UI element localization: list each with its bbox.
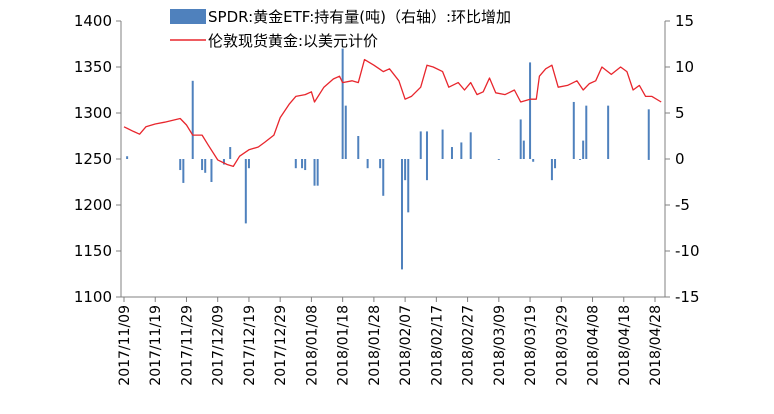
bar bbox=[247, 159, 250, 169]
bar bbox=[126, 156, 129, 159]
x-tick-label: 2017/11/19 bbox=[148, 305, 164, 386]
bar bbox=[460, 142, 463, 159]
bar bbox=[301, 159, 304, 169]
x-tick-label: 2017/12/29 bbox=[273, 305, 289, 386]
bar bbox=[400, 159, 403, 270]
bar bbox=[201, 159, 204, 171]
bar bbox=[191, 80, 194, 159]
bar bbox=[647, 159, 650, 160]
bar bbox=[294, 159, 297, 169]
bar bbox=[379, 159, 382, 169]
bar bbox=[450, 147, 453, 159]
bar bbox=[579, 159, 582, 160]
x-tick-label: 2018/02/07 bbox=[398, 305, 414, 386]
x-tick-label: 2018/01/18 bbox=[336, 305, 352, 386]
x-tick-label: 2017/12/19 bbox=[242, 305, 258, 386]
right-tick-label: -15 bbox=[675, 288, 700, 306]
bar bbox=[404, 159, 407, 181]
bar bbox=[344, 105, 347, 159]
bar bbox=[341, 48, 344, 159]
bar bbox=[179, 159, 182, 171]
bar bbox=[204, 159, 207, 173]
left-tick-label: 1400 bbox=[74, 12, 112, 30]
x-tick-label: 2018/01/08 bbox=[304, 305, 320, 386]
bar-series bbox=[126, 48, 650, 270]
x-tick-label: 2018/04/08 bbox=[586, 305, 602, 386]
bar bbox=[425, 159, 428, 181]
bar bbox=[419, 131, 422, 159]
bar bbox=[313, 159, 316, 186]
bar bbox=[244, 159, 247, 224]
bar bbox=[572, 101, 575, 159]
left-tick-label: 1200 bbox=[74, 196, 112, 214]
right-tick-label: 0 bbox=[675, 150, 685, 168]
bar bbox=[469, 132, 472, 159]
left-tick-label: 1150 bbox=[74, 242, 112, 260]
bar bbox=[532, 159, 535, 162]
bar bbox=[582, 140, 585, 159]
right-tick-label: -10 bbox=[675, 242, 700, 260]
x-tick-label: 2017/11/09 bbox=[117, 305, 133, 386]
bar bbox=[522, 140, 525, 159]
bar bbox=[407, 159, 410, 213]
legend-line-label: 伦敦现货黄金:以美元计价 bbox=[208, 32, 378, 50]
tick-labels: 1100 1150 1200 1250 1300 1350 1400 -15 -10 -5 0 5 10… bbox=[74, 12, 700, 386]
gold-price-line bbox=[123, 58, 662, 168]
bar bbox=[519, 119, 522, 159]
right-tick-label: -5 bbox=[675, 196, 690, 214]
x-tick-label: 2018/01/28 bbox=[367, 305, 383, 386]
bar bbox=[647, 109, 650, 159]
right-tick-label: 10 bbox=[675, 58, 694, 76]
legend-bar-swatch bbox=[170, 9, 206, 24]
left-tick-label: 1100 bbox=[74, 288, 112, 306]
left-tick-label: 1300 bbox=[74, 104, 112, 122]
bar bbox=[554, 159, 557, 169]
right-tick-label: 5 bbox=[675, 104, 685, 122]
axes bbox=[116, 20, 670, 302]
x-tick-label: 2017/11/29 bbox=[179, 305, 195, 386]
bar bbox=[316, 159, 319, 186]
legend-bar-label: SPDR:黄金ETF:持有量(吨)（右轴）:环比增加 bbox=[208, 8, 511, 26]
bar bbox=[382, 159, 385, 196]
x-tick-label: 2018/03/09 bbox=[492, 305, 508, 386]
x-tick-label: 2018/02/17 bbox=[429, 305, 445, 386]
bar bbox=[550, 159, 553, 181]
left-tick-label: 1350 bbox=[74, 58, 112, 76]
x-tick-label: 2018/03/29 bbox=[554, 305, 570, 386]
bar bbox=[529, 62, 532, 159]
bar bbox=[304, 159, 307, 171]
bar bbox=[229, 147, 232, 159]
left-tick-label: 1250 bbox=[74, 150, 112, 168]
bar bbox=[607, 105, 610, 159]
bar bbox=[222, 159, 225, 165]
bar bbox=[441, 129, 444, 159]
line-series bbox=[123, 58, 662, 168]
x-tick-label: 2018/04/28 bbox=[648, 305, 664, 386]
bar bbox=[357, 136, 360, 159]
bar bbox=[210, 159, 213, 182]
bar bbox=[425, 131, 428, 159]
x-tick-label: 2018/02/27 bbox=[461, 305, 477, 386]
bar bbox=[585, 105, 588, 159]
bar bbox=[497, 159, 500, 160]
right-tick-label: 15 bbox=[675, 12, 694, 30]
x-tick-label: 2018/04/18 bbox=[617, 305, 633, 386]
x-tick-label: 2018/03/19 bbox=[523, 305, 539, 386]
x-tick-label: 2017/12/09 bbox=[211, 305, 227, 386]
bar bbox=[366, 159, 369, 169]
bar bbox=[182, 159, 185, 183]
